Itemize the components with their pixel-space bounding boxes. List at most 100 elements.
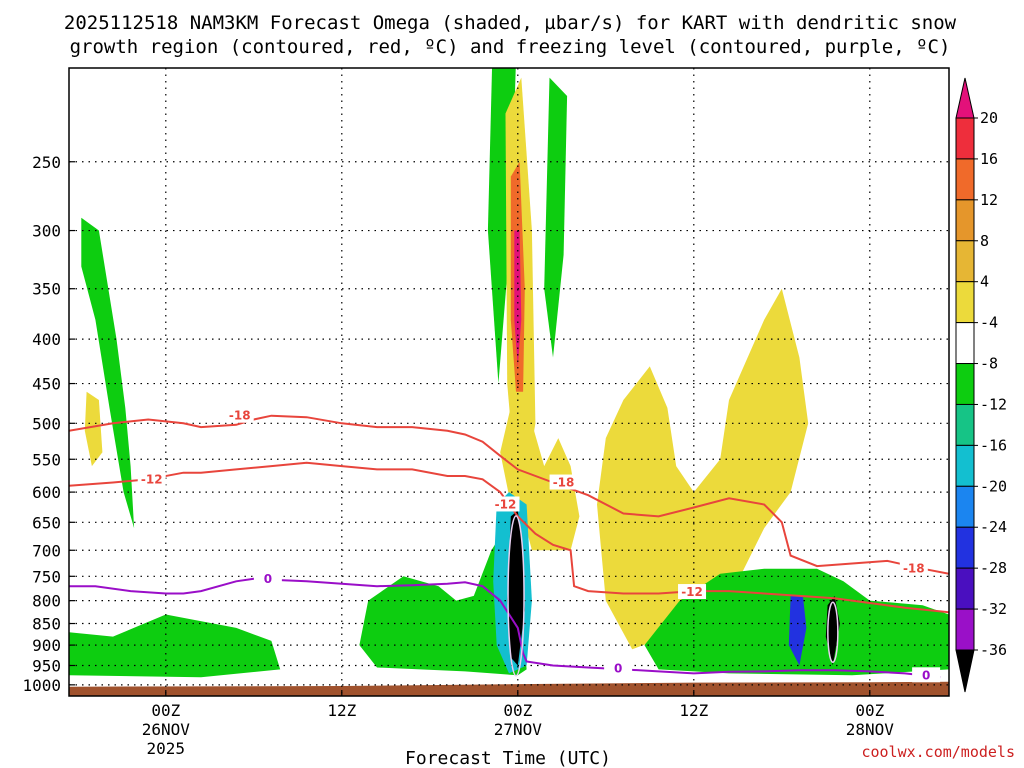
colorbar-bin-0 [955,117,975,160]
contour-line-0 [69,414,949,575]
colorbar-bin-4 [955,281,975,324]
x-tick-label-40-mid: 28NOV [846,720,895,739]
contour-labels: -18 -12 0 -18 -12 -18 0 0 -12 [137,407,941,683]
colorbar: 20 16 12 8 4 -4 -8 -12 -16 -20 -24 -28 -32 -36 [955,77,1007,693]
x-tick-label-20-top: 00Z [503,701,532,720]
colorbar-bin-3 [955,240,975,283]
contour-label-bg-2 [253,570,282,586]
y-tick-label-550: 550 [32,450,61,469]
omega-region-8 [544,77,568,358]
x-tick-label-0-bot: 2025 [147,739,186,758]
colorbar-top-arrow [955,77,975,119]
omega-region-2 [69,614,281,678]
x-tick-label-0-mid: 26NOV [142,720,191,739]
y-tick-label-500: 500 [32,414,61,433]
chart-title-line2: growth region (contoured, red, ºC) and f… [70,36,951,58]
contour-label-8: -12 [495,497,517,511]
contour-label-bg-6 [604,660,633,676]
colorbar-tick-label-13: -36 [980,641,1007,659]
x-tick-label-30-top: 12Z [679,701,708,720]
colorbar-bin-8 [955,444,975,487]
colorbar-tick-label-1: 16 [980,150,998,168]
grid [69,68,949,696]
colorbar-tick-label-12: -32 [980,600,1007,618]
colorbar-tick-label-11: -28 [980,559,1007,577]
contour-label-bg-7 [912,667,941,683]
contour-lines [69,414,949,679]
x-axis-label: Forecast Time (UTC) [405,748,611,768]
x-tick-label-10-top: 12Z [327,701,356,720]
omega-region-1 [84,391,103,467]
colorbar-tick-label-8: -16 [980,436,1007,454]
contour-label-bg-4 [678,584,707,600]
omega-region-5 [597,288,809,650]
colorbar-tick-label-7: -12 [980,395,1007,413]
y-tick-label-250: 250 [32,153,61,172]
y-tick-label-900: 900 [32,636,61,655]
colorbar-tick-label-6: -8 [980,355,998,373]
y-tick-label-800: 800 [32,592,61,611]
colorbar-tick-label-4: 4 [980,273,989,291]
y-tick-label-600: 600 [32,483,61,502]
y-tick-label-350: 350 [32,280,61,299]
contour-label-bg-1 [137,471,166,487]
omega-region-0 [81,217,135,529]
chart-title-line1: 2025112518 NAM3KM Forecast Omega (shaded… [64,12,957,34]
contour-label-7: 0 [922,668,930,682]
plot-frame [68,67,950,697]
contour-label-1: -12 [141,472,163,486]
contour-ring-right [827,601,839,664]
colorbar-tick-label-10: -24 [980,518,1007,536]
omega-region-13 [507,510,525,666]
colorbar-bin-2 [955,199,975,242]
colorbar-tick-label-5: -4 [980,314,998,332]
colorbar-tick-label-0: 20 [980,109,998,127]
colorbar-bin-10 [955,526,975,569]
colorbar-bin-9 [955,485,975,528]
contour-line-2 [69,577,941,679]
colorbar-bin-12 [955,608,975,651]
y-tick-label-300: 300 [32,222,61,241]
contour-label-3: -18 [553,476,575,490]
y-axis: 250 300 350 400 450 500 550 600 650 700 750 800 850 9… [22,153,75,695]
contour-label-0: -18 [229,409,251,423]
y-tick-label-850: 850 [32,615,61,634]
contour-label-bg-0 [225,407,254,423]
credit-text: coolwx.com/models [861,743,1015,761]
omega-region-3 [359,522,527,676]
contour-ring-left [507,515,525,677]
y-tick-label-750: 750 [32,567,61,586]
ground-surface [69,681,949,696]
omega-region-14 [788,595,807,666]
colorbar-tick-label-9: -20 [980,477,1007,495]
y-tick-label-650: 650 [32,513,61,532]
y-tick-label-700: 700 [32,541,61,560]
x-tick-label-40-top: 00Z [855,701,884,720]
colorbar-bin-11 [955,567,975,610]
colorbar-bin-7 [955,403,975,446]
contour-label-bg-5 [899,560,928,576]
colorbar-bin-6 [955,363,975,405]
omega-shading [69,68,949,678]
colorbar-tick-label-3: 8 [980,232,989,250]
contour-label-bg-3 [549,474,578,490]
colorbar-bottom-arrow [955,649,975,693]
colorbar-tick-label-2: 12 [980,191,998,209]
x-tick-label-20-mid: 27NOV [494,720,543,739]
y-tick-label-1000: 1000 [22,676,61,695]
y-tick-label-400: 400 [32,330,61,349]
terrain [69,681,949,696]
colorbar-bin-5 [955,322,975,365]
y-tick-label-950: 950 [32,656,61,675]
contour-label-bg-8 [491,496,520,512]
colorbar-bin-1 [955,158,975,201]
contour-line-1 [69,461,949,614]
contour-label-5: -18 [903,562,925,576]
contour-label-6: 0 [614,662,622,676]
omega-region-11 [514,230,522,367]
x-tick-label-0-top: 00Z [151,701,180,720]
contour-label-4: -12 [681,585,703,599]
contour-label-2: 0 [264,572,272,586]
